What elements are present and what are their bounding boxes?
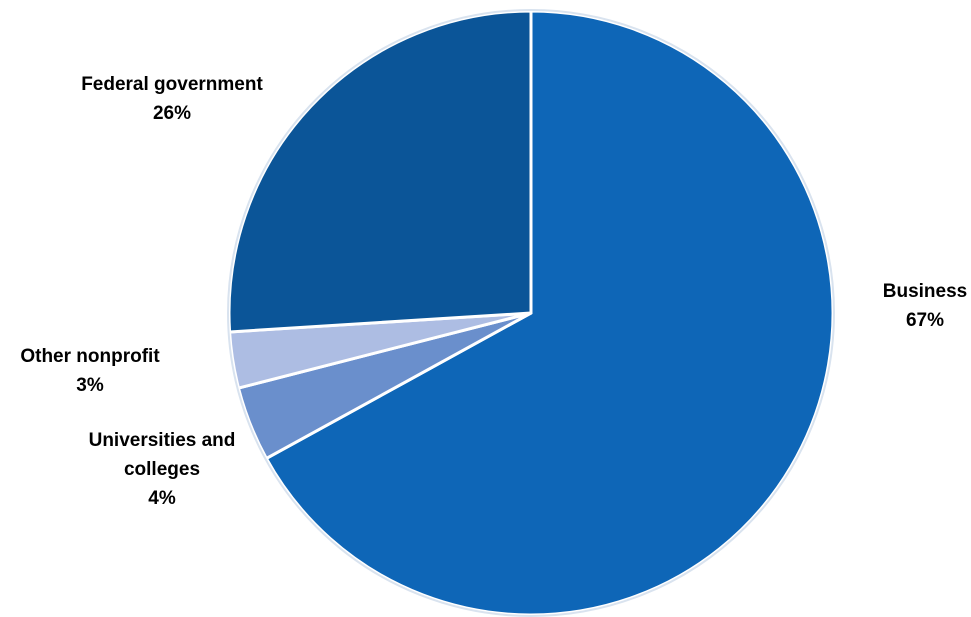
slice-value-label: 26% xyxy=(153,103,191,124)
slice-label-universities-and-colleges: Universities and colleges 4% xyxy=(89,430,236,509)
slice-value-label: 67% xyxy=(906,310,944,331)
slice-name-label: Business xyxy=(883,281,967,302)
slice-name-label: Universities and xyxy=(89,430,236,451)
slice-value-label: 4% xyxy=(148,488,176,509)
pie-labels: Business 67% Universities and colleges 4% Oth… xyxy=(20,74,967,509)
slice-label-business: Business 67% xyxy=(883,281,967,331)
slice-name-label: Other nonprofit xyxy=(20,346,160,367)
pie-slice-business xyxy=(264,9,835,617)
pie-slice-federal-government xyxy=(227,9,533,334)
pie-outline xyxy=(227,9,835,617)
slice-value-label: 3% xyxy=(76,375,104,396)
slice-name-label: Federal government xyxy=(81,74,263,95)
slice-label-other-nonprofit: Other nonprofit 3% xyxy=(20,346,160,396)
slice-name-label: colleges xyxy=(124,459,200,480)
slice-label-federal-government: Federal government 26% xyxy=(81,74,263,124)
pie-slices xyxy=(227,9,835,617)
